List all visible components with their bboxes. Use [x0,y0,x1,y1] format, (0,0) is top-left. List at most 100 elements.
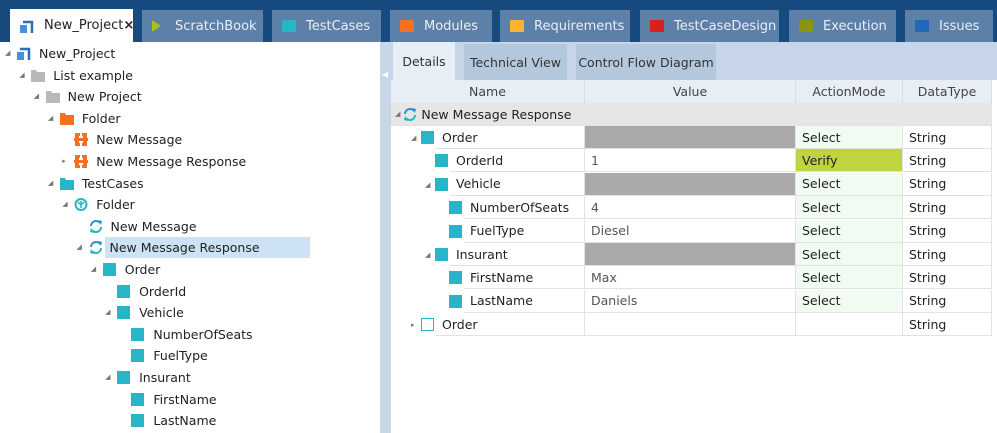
tree-item[interactable]: LastName [127,410,216,431]
tree-item[interactable]: Vehicle [113,302,184,323]
project-icon [17,47,31,60]
step-icon [131,392,145,406]
tree-item[interactable]: New Message Response [104,237,310,259]
collapsed-arrow-icon[interactable]: ▸ [411,321,415,330]
expanded-arrow-icon[interactable]: ◢ [62,200,68,209]
tab-testcasedesign[interactable]: TestCaseDesign [640,10,779,42]
panel-splitter[interactable]: ◀ [380,42,391,433]
name-cell[interactable]: LastName [464,289,585,313]
tab-execution[interactable]: Execution [789,10,896,42]
collapse-left-icon[interactable]: ◀ [382,70,389,79]
tree-item[interactable]: New Message Response [70,151,246,172]
datatype-cell[interactable]: String [903,126,992,149]
tree-item[interactable]: New Message [85,216,197,237]
tree-item[interactable]: New Message [70,129,182,150]
sync-icon [403,107,417,121]
expanded-arrow-icon[interactable]: ◢ [395,110,401,118]
value-cell[interactable]: Daniels [585,289,796,313]
name-cell[interactable]: Vehicle [450,172,585,196]
expanded-arrow-icon[interactable]: ◢ [90,265,97,273]
tab-scratchbook[interactable]: ScratchBook [142,10,263,42]
tree-item[interactable]: Folder [70,194,135,215]
expanded-arrow-icon[interactable]: ◢ [19,70,25,79]
value-cell[interactable] [585,313,796,337]
column-header-datatype[interactable]: DataType [903,80,992,103]
tree-item[interactable]: Order [99,259,160,280]
tree-item[interactable]: FirstName [127,389,217,410]
expanded-arrow-icon[interactable]: ◢ [33,92,39,101]
name-cell[interactable]: FirstName [464,266,585,290]
tree-item[interactable]: TestCases [56,173,144,194]
actionmode-cell[interactable]: Verify [796,149,903,173]
tab-issues[interactable]: Issues [905,10,993,42]
module-icon [74,155,89,168]
actionmode-cell[interactable]: Select [796,289,903,313]
tree-item[interactable]: FuelType [127,345,208,366]
tab-control-flow-diagram[interactable]: Control Flow Diagram [576,44,716,80]
name-cell[interactable]: NumberOfSeats [464,196,585,220]
expanded-arrow-icon[interactable]: ◢ [425,251,431,259]
tree-item[interactable]: New_Project [13,43,115,64]
expanded-arrow-icon[interactable]: ◢ [5,49,11,57]
name-cell[interactable]: FuelType [464,219,585,243]
datatype-cell[interactable]: String [903,243,992,266]
expanded-arrow-icon[interactable]: ◢ [105,308,111,317]
actionmode-cell[interactable]: Select [796,126,903,149]
name-cell[interactable]: Order [436,126,585,149]
value-cell[interactable] [585,126,796,149]
value-cell[interactable]: 4 [585,196,796,220]
expanded-arrow-icon[interactable]: ◢ [425,180,431,189]
tab-details[interactable]: Details [393,42,455,80]
datatype-cell[interactable]: String [903,196,992,220]
tree-item-label: Insurant [139,370,191,385]
collapsed-arrow-icon[interactable]: ▸ [62,157,66,165]
tab-testcases[interactable]: TestCases [272,10,381,42]
step-icon [131,349,145,363]
tab-label: Issues [939,18,980,34]
value-cell[interactable]: 1 [585,149,796,173]
datatype-cell[interactable]: String [903,149,992,173]
tree-item[interactable]: Folder [56,108,121,129]
tree-item[interactable]: New Project [42,86,142,107]
tree-item[interactable]: OrderId [113,281,186,302]
tab-technical-view[interactable]: Technical View [464,44,567,80]
expanded-arrow-icon[interactable]: ◢ [76,243,82,252]
datatype-cell[interactable]: String [903,172,992,196]
datatype-cell[interactable]: String [903,219,992,243]
name-cell[interactable]: OrderId [450,149,585,173]
close-tab-icon[interactable]: × [123,18,135,33]
actionmode-cell[interactable]: Select [796,243,903,266]
tab-requirements[interactable]: Requirements [500,10,630,42]
tree-item[interactable]: Insurant [113,367,191,388]
project-tab-bar: New_Project × ScratchBook TestCases Modules R… [0,0,997,42]
tab-modules[interactable]: Modules [390,10,492,42]
expanded-arrow-icon[interactable]: ◢ [105,373,111,381]
grid-root-row[interactable]: ◢ New Message Response [391,103,992,126]
tree-item[interactable]: NumberOfSeats [127,324,253,345]
value-cell[interactable]: Max [585,266,796,290]
datatype-cell[interactable]: String [903,313,992,337]
name-cell[interactable]: Insurant [450,243,585,266]
expanded-arrow-icon[interactable]: ◢ [47,113,54,122]
actionmode-cell[interactable]: Select [796,219,903,243]
datatype-cell[interactable]: String [903,289,992,313]
tree-item[interactable]: List example [27,65,133,86]
actionmode-cell[interactable]: Select [796,196,903,220]
actionmode-cell[interactable]: Select [796,266,903,290]
value-cell[interactable]: Diesel [585,219,796,243]
datatype-cell[interactable]: String [903,266,992,290]
expanded-arrow-icon[interactable]: ◢ [47,178,54,187]
column-header-actionmode[interactable]: ActionMode [796,80,903,103]
value-cell[interactable] [585,243,796,266]
step-icon [131,414,145,428]
column-header-name[interactable]: Name [391,80,585,103]
actionmode-cell[interactable] [796,313,903,337]
folder-icon [282,20,296,32]
column-header-value[interactable]: Value [585,80,796,103]
expanded-arrow-icon[interactable]: ◢ [411,134,417,142]
tree-item-label: Folder [81,110,121,126]
tab-new-project[interactable]: New_Project × [10,9,135,42]
actionmode-cell[interactable]: Select [796,172,903,196]
name-cell[interactable]: Order [436,313,585,337]
value-cell[interactable] [585,172,796,196]
